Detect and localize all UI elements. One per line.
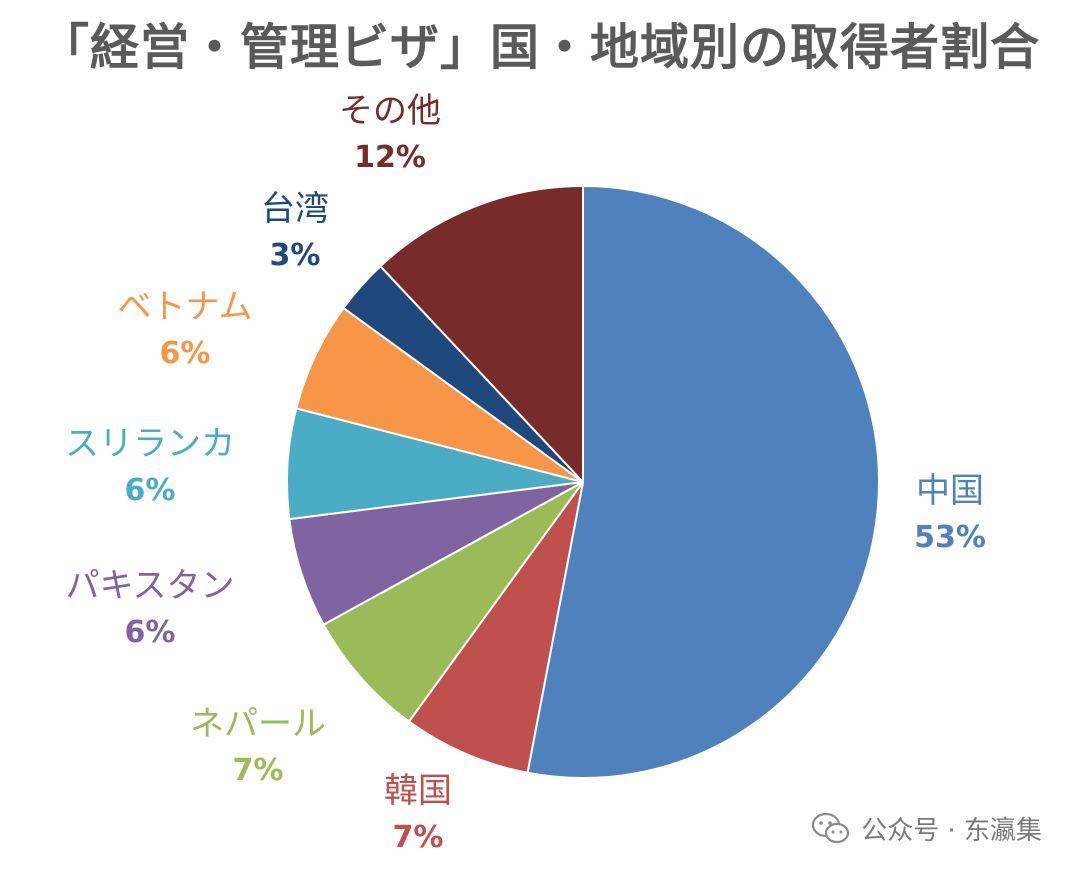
pie-slice-1 xyxy=(526,184,880,779)
slice-label-name: その他 xyxy=(339,91,441,131)
slice-label-percent: 12% xyxy=(354,140,426,176)
slice-label-name: 韓国 xyxy=(384,771,452,811)
slice-label-percent: 7% xyxy=(232,753,284,789)
slice-label-name: パキスタン xyxy=(65,566,235,606)
slice-label-percent: 3% xyxy=(269,238,321,274)
slice-label-4: パキスタン 6% xyxy=(65,566,235,651)
slice-label-percent: 53% xyxy=(914,520,986,556)
slice-label-percent: 6% xyxy=(159,336,211,372)
slice-label-6: ベトナム 6% xyxy=(117,287,253,372)
slice-label-8: その他 12% xyxy=(339,91,441,176)
slice-label-3: ネパール 7% xyxy=(190,704,326,789)
watermark: 公众号 · 东瀛集 xyxy=(811,810,1042,847)
slice-label-name: 台湾 xyxy=(261,189,329,229)
slice-label-percent: 6% xyxy=(124,473,176,509)
slice-label-name: ベトナム xyxy=(117,287,253,327)
slice-label-7: 台湾 3% xyxy=(261,189,329,274)
slice-label-5: スリランカ 6% xyxy=(65,424,235,509)
slice-label-1: 中国 53% xyxy=(914,471,986,556)
chart-title: 「経営・管理ビザ」国・地域別の取得者割合 xyxy=(39,19,1040,76)
slice-label-percent: 7% xyxy=(392,820,444,856)
pie-slice-8 xyxy=(378,184,584,485)
pie-slice-3 xyxy=(322,481,584,723)
pie-slice-2 xyxy=(407,481,584,774)
wechat-icon xyxy=(812,812,850,843)
slice-label-name: スリランカ xyxy=(65,424,235,464)
slice-label-name: ネパール xyxy=(190,704,326,744)
slice-label-2: 韓国 7% xyxy=(384,771,452,856)
slice-label-name: 中国 xyxy=(916,471,984,511)
watermark-text: 公众号 · 东瀛集 xyxy=(861,816,1042,846)
slice-label-percent: 6% xyxy=(124,615,176,651)
